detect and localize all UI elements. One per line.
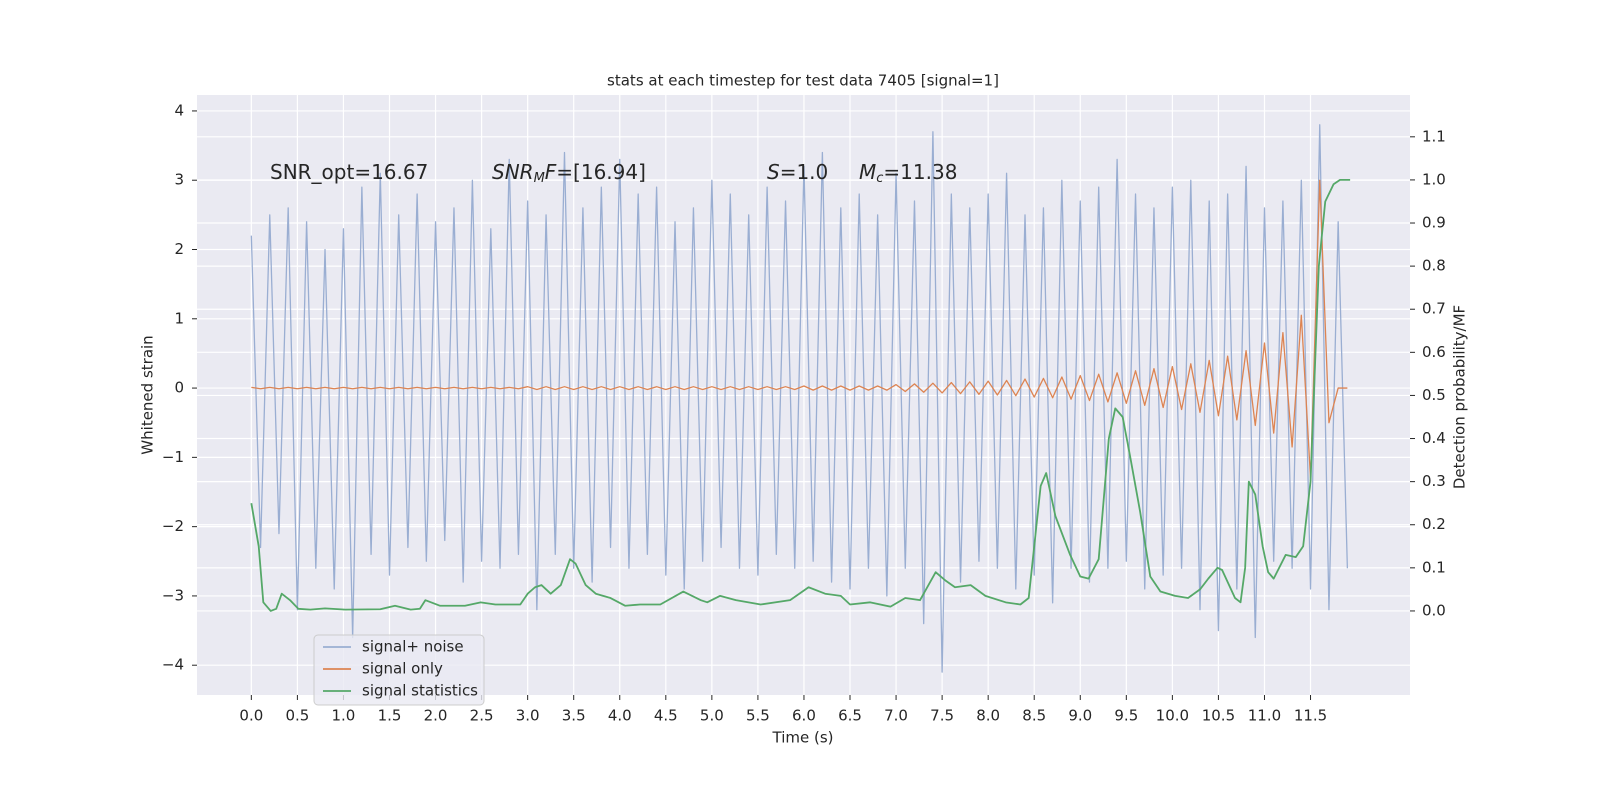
y2-tick-label: 0.7 (1422, 300, 1446, 318)
y-tick-label: −4 (162, 656, 184, 674)
x-tick-label: 3.5 (562, 707, 586, 725)
y2-tick-label: 1.0 (1422, 170, 1446, 188)
x-tick-label: 7.5 (930, 707, 954, 725)
y2-tick-label: 0.8 (1422, 257, 1446, 275)
legend-label: signal only (362, 660, 443, 678)
x-tick-label: 8.5 (1022, 707, 1046, 725)
y-tick-label: −2 (162, 517, 184, 535)
chart-title: stats at each timestep for test data 740… (607, 72, 999, 90)
y2-tick-label: 0.2 (1422, 515, 1446, 533)
y-tick-label: 4 (174, 101, 184, 119)
annotation-part: c (876, 171, 883, 186)
x-tick-label: 6.0 (792, 707, 816, 725)
series-line (250, 124, 1349, 673)
annotation-part: F (545, 160, 557, 184)
legend-label: signal+ noise (362, 638, 464, 656)
annotation-part: M (859, 160, 876, 184)
x-tick-label: 9.0 (1068, 707, 1092, 725)
x-tick-label: 9.5 (1114, 707, 1138, 725)
annotation-part: =11.38 (883, 160, 957, 184)
x-tick-label: 2.5 (470, 707, 494, 725)
x-tick-label: 4.5 (654, 707, 678, 725)
y-tick-label: −3 (162, 586, 184, 604)
legend-label: signal statistics (362, 682, 478, 700)
x-tick-label: 2.0 (424, 707, 448, 725)
annotation: S=1.0 (767, 160, 828, 184)
x-tick-label: 5.5 (746, 707, 770, 725)
y-tick-label: 1 (174, 309, 184, 327)
x-tick-label: 3.0 (516, 707, 540, 725)
y2-tick-label: 0.0 (1422, 601, 1446, 619)
x-tick-label: 0.0 (239, 707, 263, 725)
x-axis-label: Time (s) (772, 729, 834, 747)
x-tick-label: 5.0 (700, 707, 724, 725)
y2-tick-label: 1.1 (1422, 127, 1446, 145)
x-tick-label: 10.5 (1202, 707, 1235, 725)
y2-tick-label: 0.5 (1422, 386, 1446, 404)
y2-tick-label: 0.3 (1422, 472, 1446, 490)
y-tick-label: 2 (174, 240, 184, 258)
x-tick-label: 10.0 (1156, 707, 1189, 725)
x-tick-label: 6.5 (838, 707, 862, 725)
y-tick-label: 0 (174, 379, 184, 397)
annotation-part: M (534, 171, 545, 186)
x-tick-label: 1.5 (378, 707, 402, 725)
y2-tick-label: 0.6 (1422, 343, 1446, 361)
y2-axis-label: Detection probability/MF (1451, 305, 1469, 489)
y2-tick-label: 0.1 (1422, 558, 1446, 576)
y-tick-label: 3 (174, 171, 184, 189)
annotation-part: SNR_opt=16.67 (270, 160, 428, 184)
x-tick-label: 11.0 (1248, 707, 1281, 725)
x-tick-label: 1.0 (332, 707, 356, 725)
x-tick-label: 0.5 (285, 707, 309, 725)
x-tick-label: 4.0 (608, 707, 632, 725)
series-line (251, 179, 1348, 479)
annotation-part: S (767, 160, 780, 184)
series-line (250, 179, 1351, 612)
annotation-part: =[16.94] (556, 160, 646, 184)
x-tick-label: 7.0 (884, 707, 908, 725)
annotation-part: SNR (492, 160, 534, 184)
legend-box (313, 634, 485, 706)
annotation-part: =1.0 (780, 160, 829, 184)
y-axis-label: Whitened strain (139, 335, 157, 454)
y2-tick-label: 0.4 (1422, 429, 1446, 447)
annotation: Mc=11.38 (859, 160, 957, 186)
x-tick-label: 8.0 (976, 707, 1000, 725)
annotation: SNRMF=[16.94] (492, 160, 646, 186)
x-tick-label: 11.5 (1294, 707, 1327, 725)
y2-tick-label: 0.9 (1422, 214, 1446, 232)
y-tick-label: −1 (162, 448, 184, 466)
annotation: SNR_opt=16.67 (270, 160, 428, 184)
